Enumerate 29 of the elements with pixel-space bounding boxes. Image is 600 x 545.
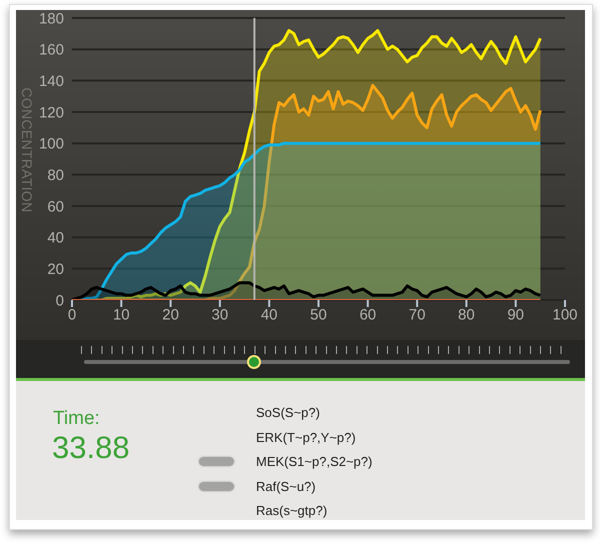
y-tick-label: 140 [38,72,64,90]
x-tick-label: 30 [212,306,228,324]
text: 33.88 [52,430,130,466]
text: Time: [53,408,100,430]
x-tick-label: 40 [260,306,278,324]
text: Ras(s~gtp?) [256,502,328,520]
y-tick-label: 40 [47,230,64,247]
y-tick-label: 120 [38,104,64,122]
text: MEK(S1~p?,S2~p?) [256,453,372,471]
y-tick-label: 100 [38,136,64,153]
text: SoS(S~p?) [256,404,320,422]
x-tick-label: 100 [552,306,578,324]
x-tick-label: 90 [507,306,524,324]
y-tick-label: 80 [47,166,64,184]
text: ERK(T~p?,Y~p?) [256,428,356,446]
y-tick-label: 0 [56,292,64,310]
x-tick-label: 50 [310,306,327,324]
text: Raf(S~u?) [256,478,316,496]
y-tick-label: 160 [38,42,64,59]
x-tick-label: 70 [408,306,426,324]
x-tick-label: 60 [359,306,376,324]
y-tick-label: 180 [38,10,64,28]
x-tick-label: 10 [112,306,130,324]
y-tick-label: 60 [47,198,64,216]
y-axis-title: CONCENTRATION [19,88,35,212]
x-tick-label: 20 [162,306,179,324]
x-tick-label: 0 [68,306,76,324]
x-tick-label: 80 [458,306,475,324]
y-tick-label: 20 [47,260,64,278]
